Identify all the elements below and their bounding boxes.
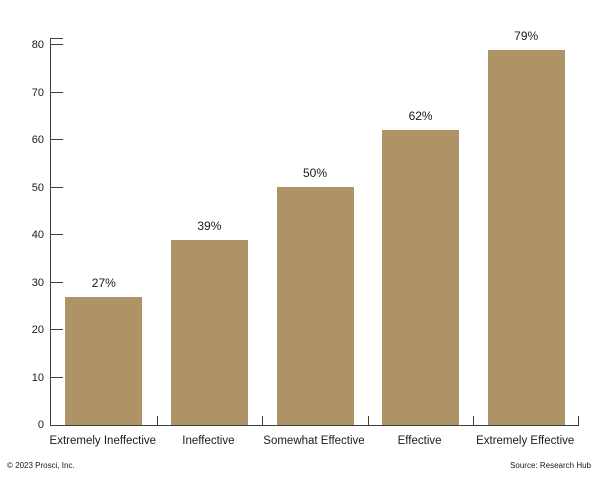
y-axis-tick: [51, 329, 63, 330]
y-tick-label: 40: [31, 229, 44, 241]
y-tick-label: 60: [31, 134, 44, 146]
x-axis-tick: [157, 416, 158, 425]
bar: [382, 130, 459, 425]
y-axis-tick: [51, 186, 63, 188]
y-axis-tick: [51, 234, 63, 235]
x-axis-tick: [262, 416, 263, 425]
x-axis-end-cap: [578, 416, 579, 425]
x-category-label: Somewhat Effective: [263, 435, 365, 447]
plot-area: 27% 39% 50% 62% 79%: [50, 29, 579, 426]
bar-value-label: 79%: [514, 29, 539, 43]
bar-value-label: 39%: [197, 219, 222, 233]
y-tick-label: 10: [31, 371, 44, 384]
bar: [488, 50, 565, 425]
copyright-text: © 2023 Prosci, Inc.: [7, 461, 75, 470]
bar-value-label: 62%: [408, 109, 433, 123]
source-text: Source: Research Hub: [510, 461, 591, 470]
y-tick-label: 0: [37, 419, 44, 431]
x-category-label: Ineffective: [182, 435, 235, 447]
x-category-label: Effective: [397, 435, 442, 447]
y-axis-tick: [51, 91, 63, 93]
bar-value-label: 50%: [302, 166, 328, 180]
x-category-label: Extremely Ineffective: [49, 435, 157, 447]
bar: [171, 240, 248, 425]
y-axis-tick: [51, 281, 63, 283]
x-axis-tick: [473, 416, 474, 425]
y-tick-label: 20: [31, 324, 44, 336]
bar: [277, 187, 354, 425]
y-tick-label: 70: [31, 86, 44, 99]
bar-value-label: 27%: [91, 276, 116, 290]
y-axis-tick: [51, 376, 63, 378]
x-axis-tick: [368, 416, 369, 425]
bar: [65, 297, 142, 425]
y-tick-label: 80: [31, 39, 44, 51]
y-axis-top-cap: [51, 38, 63, 39]
x-category-label: Extremely Effective: [476, 435, 575, 447]
y-axis-tick: [51, 139, 63, 140]
y-tick-label: 30: [31, 276, 44, 289]
y-axis-tick: [51, 44, 63, 45]
y-tick-label: 50: [31, 181, 44, 194]
